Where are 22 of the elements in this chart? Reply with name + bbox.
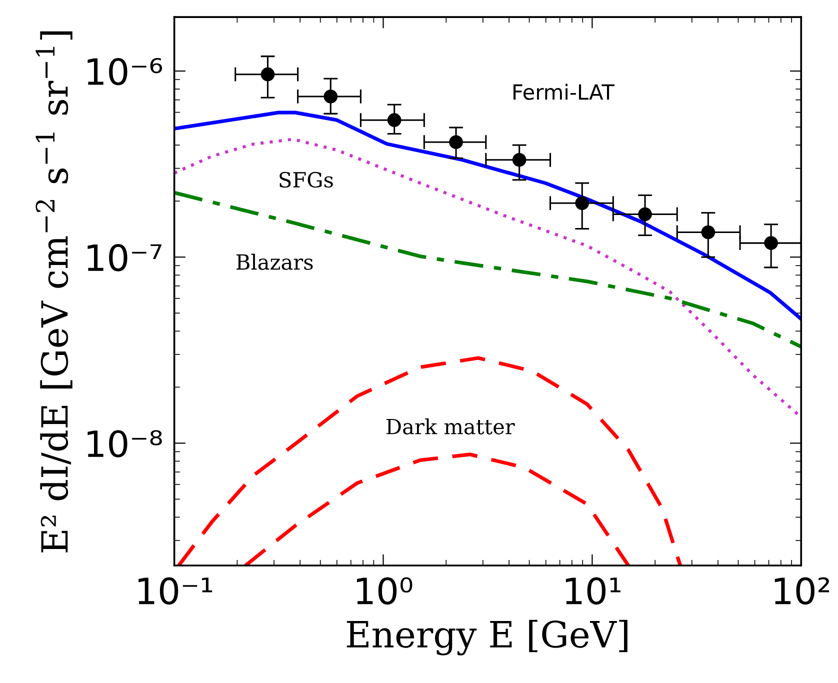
x-tick-label: 10¹ [566, 577, 620, 605]
y-tick-label: 10⁻⁸ [88, 430, 162, 458]
series-label: SFGs [280, 172, 333, 188]
point [260, 67, 275, 82]
x-tick-label: 10² [774, 577, 830, 605]
point [324, 90, 338, 104]
text: Fermi-LAT [514, 84, 614, 100]
x-axis-title: Energy E [GeV] [346, 620, 628, 656]
x-tick-label: 10⁰ [356, 577, 412, 605]
series-label: Blazars [236, 254, 313, 270]
point [575, 196, 590, 210]
y-axis-title: E² dI/dE [GeV cm$^{−2}$ s$^{−1}$ sr$^{−1}$] [36, 31, 72, 552]
point [512, 152, 526, 167]
point [764, 236, 778, 250]
point [701, 225, 716, 240]
series-label: Dark matter [386, 418, 515, 434]
y-tick-label: 10⁻⁷ [88, 244, 162, 272]
point [387, 113, 402, 127]
point [449, 135, 463, 150]
point [638, 207, 652, 222]
x-tick-label: 10⁻¹ [138, 577, 212, 605]
y-tick-label: 10⁻⁶ [88, 58, 162, 86]
